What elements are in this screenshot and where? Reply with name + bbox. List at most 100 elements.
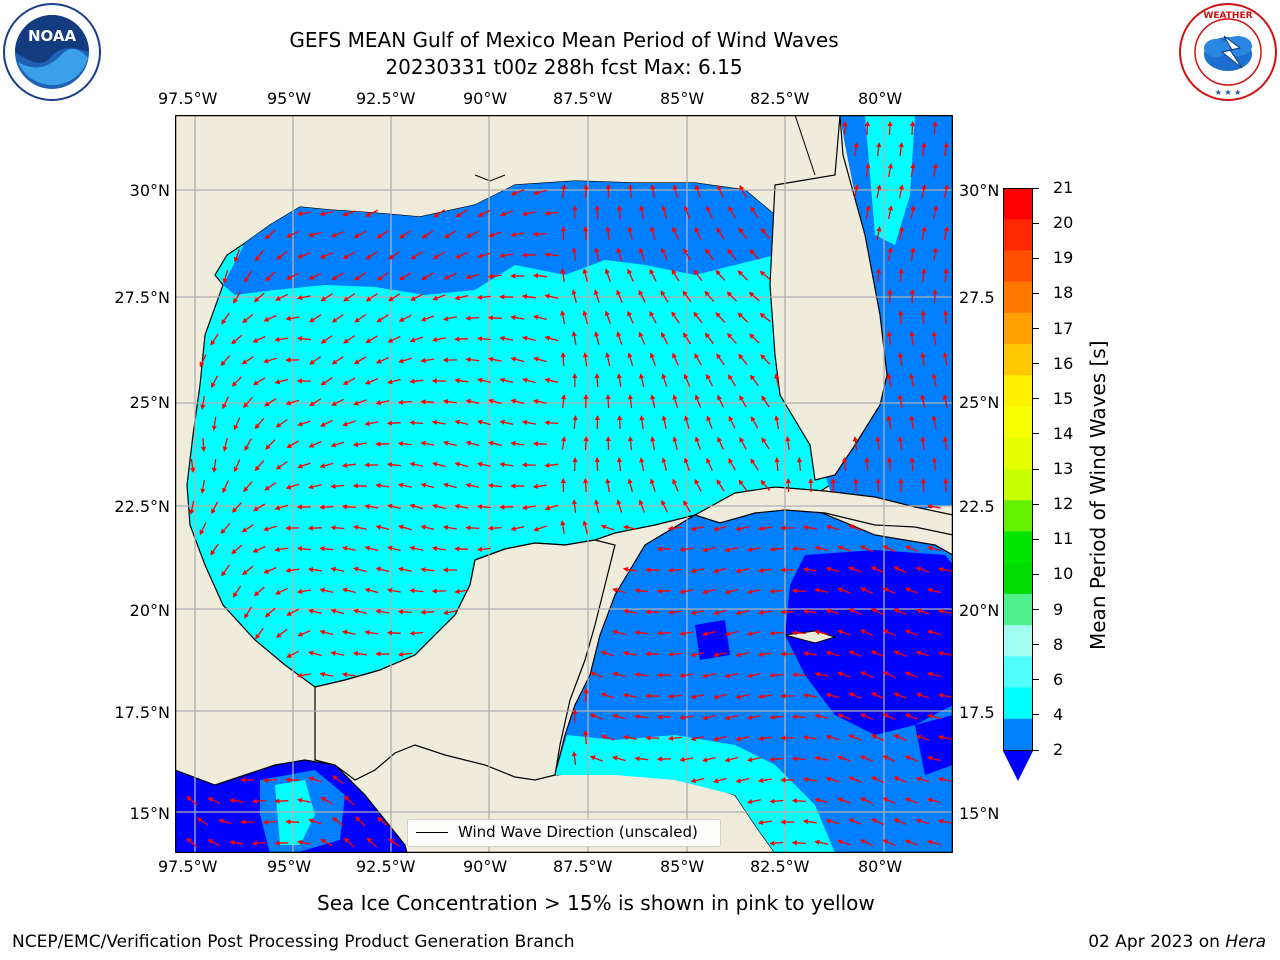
- wind-arrow-head: [560, 310, 566, 316]
- wind-arrow-head: [690, 778, 696, 784]
- wind-arrow-head: [738, 353, 744, 360]
- wind-arrow-head: [589, 755, 596, 761]
- wind-arrow-head: [627, 226, 633, 232]
- wind-arrow-head: [616, 499, 622, 505]
- wind-arrow-head: [454, 378, 460, 384]
- gulf-map: [175, 115, 953, 853]
- wind-arrow-head: [594, 247, 600, 253]
- wind-arrow-head: [420, 357, 426, 363]
- wind-arrow-head: [354, 275, 360, 281]
- wind-arrow-head: [791, 546, 797, 552]
- wind-arrow-head: [253, 297, 260, 303]
- colorbar: [1003, 188, 1033, 781]
- wind-arrow-head: [533, 356, 539, 362]
- wind-arrow-head: [690, 694, 696, 700]
- wind-arrow-head: [837, 839, 843, 845]
- wind-arrow-head: [871, 734, 877, 740]
- wind-arrow-head: [330, 650, 336, 656]
- colorbar-tick-mark: [1033, 292, 1039, 294]
- colorbar-tick-mark: [1033, 679, 1039, 681]
- wind-arrow-head: [342, 211, 348, 217]
- wind-arrow-head: [747, 631, 753, 637]
- lon-label-bottom: 97.5°W: [158, 857, 218, 876]
- wind-arrow-head: [397, 609, 403, 615]
- wind-arrow-head: [848, 566, 854, 572]
- wind-arrow-head: [627, 478, 633, 484]
- colorbar-cell: [1003, 687, 1033, 720]
- wind-arrow-head: [848, 650, 854, 656]
- wind-arrow-head: [791, 756, 797, 762]
- wind-arrow-head: [713, 694, 719, 700]
- wind-arrow-head: [904, 671, 911, 677]
- wind-arrow-head: [661, 373, 667, 379]
- wind-arrow-head: [886, 415, 892, 421]
- wind-arrow-head: [897, 352, 903, 358]
- wind-arrow-head: [330, 483, 336, 489]
- wind-arrow-head: [747, 715, 753, 721]
- wind-arrow-head: [572, 415, 578, 421]
- wind-arrow-head: [533, 314, 539, 320]
- wind-arrow-head: [582, 352, 588, 358]
- wind-arrow-head: [747, 589, 753, 595]
- wind-arrow-head: [706, 457, 711, 464]
- wind-arrow-head: [308, 442, 315, 448]
- wind-arrow-head: [717, 436, 722, 443]
- wind-arrow-head: [735, 610, 741, 616]
- wind-arrow-head: [594, 499, 600, 505]
- wind-arrow-head: [420, 440, 426, 446]
- wind-arrow-head: [605, 478, 611, 484]
- wind-arrow-head: [375, 524, 381, 530]
- wind-arrow-head: [738, 227, 744, 234]
- wind-arrow-head: [671, 269, 677, 275]
- nws-logo: WEATHER ★ ★ ★: [1179, 3, 1277, 101]
- wind-arrow-head: [220, 360, 226, 366]
- wind-arrow-head: [690, 652, 696, 658]
- wind-arrow-head: [544, 210, 550, 216]
- wind-arrow-head: [466, 233, 472, 238]
- wind-arrow-head: [938, 734, 944, 740]
- wind-arrow-head: [571, 499, 577, 505]
- wind-arrow-head: [876, 268, 882, 274]
- wind-arrow-head: [661, 332, 666, 338]
- footer-host: Hera: [1225, 932, 1266, 952]
- colorbar-cell: [1003, 593, 1033, 626]
- wind-arrow-head: [251, 840, 257, 846]
- wind-arrow-head: [909, 331, 915, 337]
- colorbar-cell: [1003, 406, 1033, 439]
- wind-arrow-head: [352, 441, 359, 448]
- wind-arrow-head: [724, 757, 731, 763]
- wind-arrow-head: [713, 778, 719, 784]
- wind-arrow-head: [365, 254, 372, 260]
- wind-arrow-head: [582, 310, 588, 316]
- wind-arrow-head: [656, 756, 662, 762]
- wind-arrow-head: [645, 735, 651, 741]
- wind-arrow-head: [882, 839, 889, 845]
- wind-arrow-head: [544, 462, 550, 468]
- wind-arrow-head: [572, 457, 578, 463]
- wind-arrow-head: [409, 545, 415, 551]
- colorbar-cell: [1003, 219, 1033, 251]
- wind-arrow-head: [465, 482, 471, 488]
- lon-label-top: 82.5°W: [750, 89, 810, 108]
- wind-arrow-head: [376, 275, 383, 281]
- wind-arrow-head: [645, 693, 651, 699]
- wind-arrow-head: [713, 526, 719, 532]
- wind-arrow-head: [627, 310, 632, 317]
- wind-arrow-head: [915, 608, 922, 614]
- wind-arrow-head: [442, 524, 449, 531]
- wind-arrow-head: [264, 401, 270, 407]
- wind-arrow-head: [252, 337, 259, 343]
- wind-arrow-head: [572, 205, 578, 211]
- colorbar-tick-label: 4: [1053, 704, 1064, 724]
- wind-arrow-head: [276, 632, 282, 638]
- wind-arrow-head: [898, 184, 904, 190]
- wind-arrow-head: [837, 755, 843, 761]
- wind-arrow-head: [825, 692, 832, 698]
- wind-arrow-head: [837, 713, 843, 719]
- wind-arrow-head: [364, 587, 371, 593]
- colorbar-cell: [1003, 469, 1033, 501]
- wind-arrow-head: [713, 652, 719, 658]
- wind-arrow-head: [825, 776, 832, 782]
- wind-arrow-head: [211, 382, 216, 389]
- wind-arrow-head: [897, 394, 903, 400]
